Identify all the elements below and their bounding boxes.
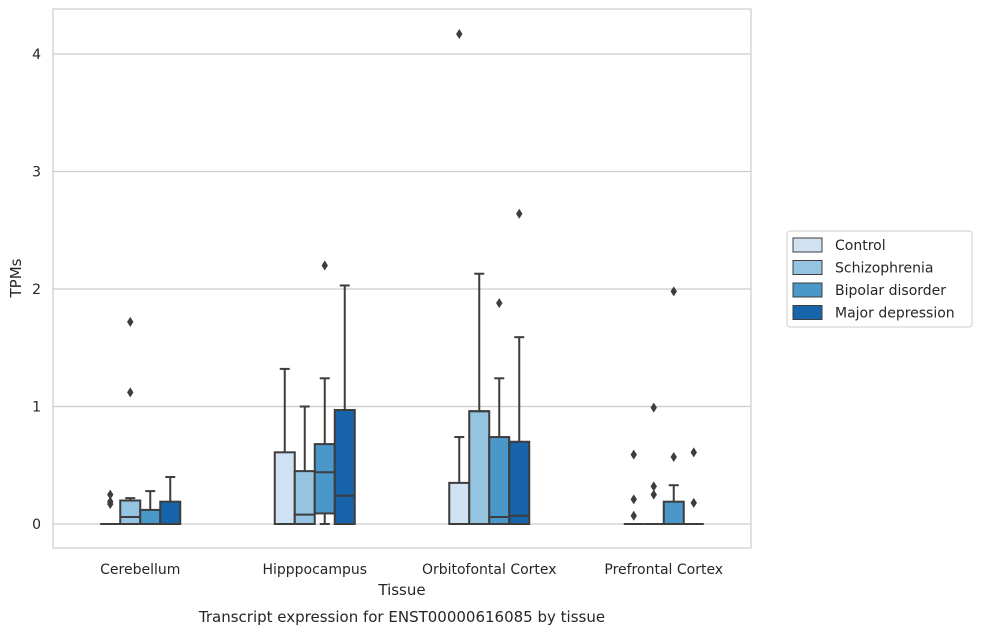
box-body [333, 409, 356, 525]
outlier-point [630, 510, 637, 521]
y-axis-label: TPMs [7, 258, 25, 298]
box-body [508, 440, 531, 525]
plot-frame [52, 8, 752, 549]
box-schizophrenia [119, 316, 142, 525]
x-tick-label: Hipppocampus [262, 562, 367, 578]
box-body [662, 500, 685, 525]
outlier-point [670, 286, 677, 297]
box-schizophrenia [643, 402, 664, 525]
outlier-point [670, 452, 677, 463]
outlier-point [630, 449, 637, 460]
box-control [448, 29, 471, 525]
box-bipolar-disorder [313, 260, 336, 525]
box-body [139, 508, 162, 525]
x-tick-label: Orbitofontal Cortex [422, 562, 557, 578]
outlier-point [650, 402, 657, 413]
box-major-depression [159, 476, 182, 525]
box-body [468, 410, 491, 526]
legend-label: Bipolar disorder [835, 283, 946, 299]
box-control [623, 449, 644, 525]
legend-label: Major depression [835, 306, 955, 322]
x-tick-labels: Cerebellum Hipppocampus Orbitofontal Corte… [100, 562, 723, 578]
box-schizophrenia [293, 405, 316, 525]
outlier-point [107, 499, 114, 510]
legend-label: Control [835, 238, 886, 254]
box-bipolar-disorder [139, 490, 162, 525]
outlier-point [650, 481, 657, 492]
outlier-point [650, 489, 657, 500]
legend-swatch [792, 305, 823, 320]
box-control [100, 489, 121, 525]
legend: Control Schizophrenia Bipolar disorder Majo… [786, 230, 973, 328]
outlier-point [496, 298, 503, 309]
x-axis-label: Tissue [377, 581, 425, 599]
legend-swatch [792, 260, 823, 275]
legend-swatch [792, 282, 823, 298]
box-bipolar-disorder [662, 286, 685, 525]
gridlines [53, 53, 751, 525]
box-major-depression [683, 447, 704, 525]
box-major-depression [508, 208, 531, 525]
box-body [448, 481, 471, 525]
chart-caption: Transcript expression for ENST0000061608… [198, 608, 605, 626]
y-tick-label: 2 [32, 282, 41, 298]
outlier-point [127, 387, 134, 398]
box-major-depression [333, 284, 356, 525]
outlier-point [690, 447, 697, 458]
box-body [159, 500, 182, 525]
y-tick-label: 0 [32, 517, 41, 533]
legend-swatch [792, 237, 823, 253]
outlier-point [127, 316, 134, 327]
outlier-point [630, 494, 637, 505]
outlier-point [321, 260, 328, 271]
outlier-point [690, 497, 697, 508]
outlier-point [107, 489, 114, 500]
box-body [313, 443, 336, 515]
box-body [293, 470, 316, 525]
outlier-point [516, 208, 523, 219]
outlier-point [456, 29, 463, 40]
box-body [119, 499, 142, 525]
boxes [100, 29, 704, 526]
legend-frame [786, 230, 973, 328]
box-body [488, 436, 511, 525]
box-control [273, 367, 296, 526]
y-tick-labels: 0 1 2 3 4 [32, 47, 41, 533]
y-tick-label: 1 [32, 400, 41, 416]
legend-label: Schizophrenia [835, 261, 933, 277]
box-body [273, 451, 296, 526]
y-tick-label: 4 [32, 47, 41, 63]
y-tick-label: 3 [32, 165, 41, 181]
legend-items: Control Schizophrenia Bipolar disorder Majo… [792, 237, 955, 322]
box-schizophrenia [468, 272, 491, 526]
x-tick-label: Prefrontal Cortex [604, 562, 723, 578]
x-tick-label: Cerebellum [100, 562, 180, 578]
box-bipolar-disorder [488, 298, 511, 525]
